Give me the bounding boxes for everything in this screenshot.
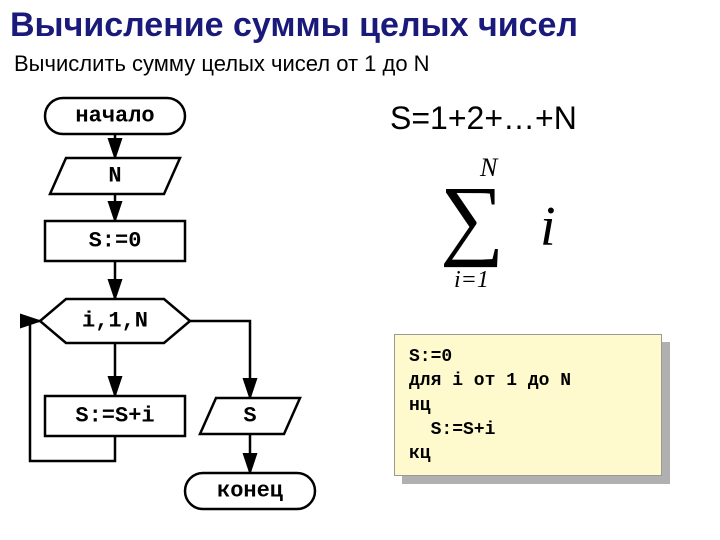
flow-label-output: S [243,404,256,429]
sigma-lower: i=1 [454,267,489,294]
flowchart: начало N S:=0 i,1,N S:=S+i Sконец [10,96,350,536]
flow-label-body: S:=S+i [75,404,154,429]
flow-label-init: S:=0 [89,229,142,254]
flow-label-input: N [108,164,121,189]
flow-label-end: конец [217,479,283,504]
sigma-symbol: ∑ [440,167,504,270]
flow-label-start: начало [75,104,154,129]
series-formula: S=1+2+…+N [390,100,577,137]
page-subtitle: Вычислить сумму целых чисел от 1 до N [0,47,720,85]
flowchart-svg [10,96,350,536]
sigma-body: i [540,195,556,259]
flow-edge-5 [190,321,250,398]
sigma-notation: N ∑ i=1 i [430,155,630,295]
page-title: Вычисление суммы целых чисел [0,0,720,47]
flow-label-loop: i,1,N [82,309,148,334]
pseudocode-box: S:=0 для i от 1 до N нц S:=S+i кц [394,334,662,476]
